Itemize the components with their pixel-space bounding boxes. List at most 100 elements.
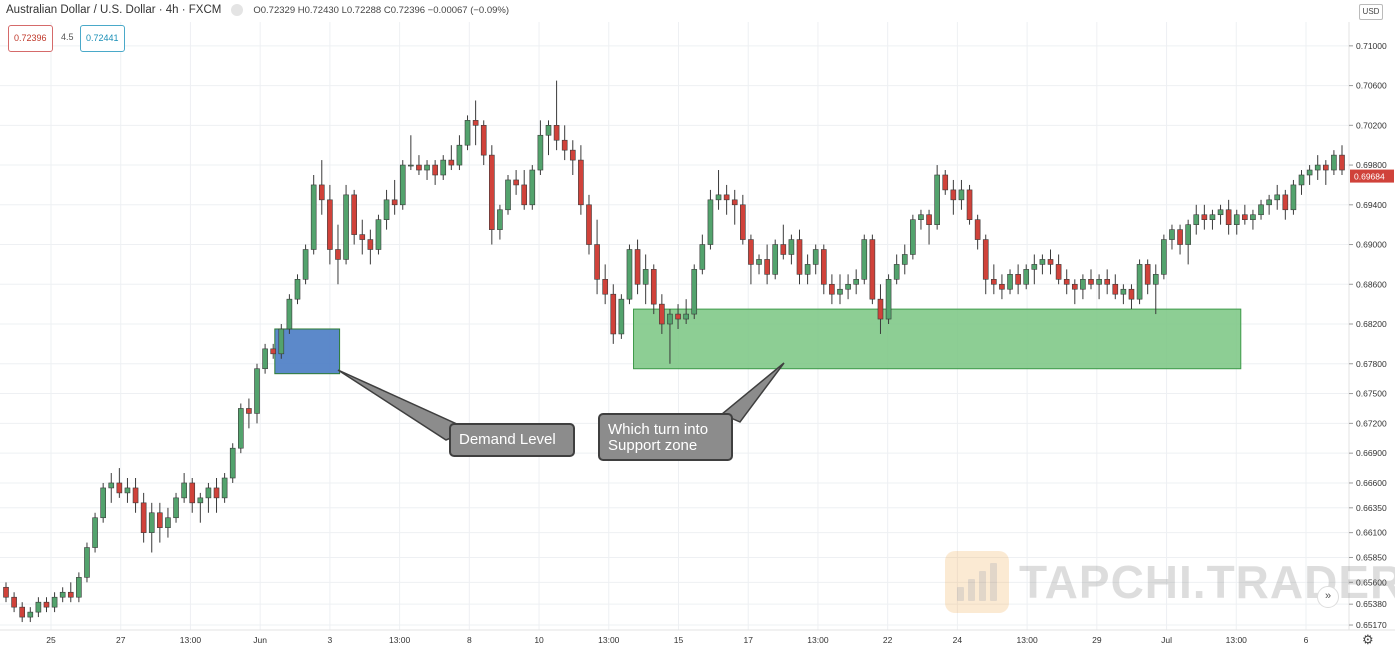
support-zone-callout[interactable]: Which turn into Support zone — [598, 413, 733, 461]
visibility-toggle-icon[interactable] — [231, 4, 244, 16]
price-axis-panel[interactable] — [1349, 22, 1395, 630]
settings-gear-icon[interactable]: ⚙ — [1362, 632, 1374, 647]
candle-up — [1080, 279, 1086, 290]
candle-down — [432, 164, 438, 176]
time-tick-label: 8 — [467, 635, 472, 645]
candle-up — [667, 313, 673, 325]
candle-down — [67, 591, 74, 598]
price-tick-label: 0.67500 — [1356, 389, 1387, 399]
candle-up — [497, 209, 503, 230]
price-tick-label: 0.65850 — [1356, 552, 1387, 562]
candle-down — [43, 601, 50, 608]
candle-up — [545, 125, 552, 136]
candle-up — [343, 194, 349, 260]
candle-up — [1096, 279, 1102, 285]
candle-up — [100, 487, 106, 519]
candle-down — [1225, 209, 1232, 225]
candle-down — [351, 194, 357, 235]
candle-up — [173, 497, 179, 519]
candle-down — [213, 487, 220, 499]
candle-up — [1306, 169, 1313, 176]
candle-up — [238, 408, 244, 449]
candle-up — [529, 169, 536, 206]
candle-down — [489, 154, 495, 230]
candle-up — [804, 264, 811, 275]
candle-up — [618, 298, 625, 335]
candle-up — [853, 279, 859, 285]
candle-down — [1112, 283, 1119, 295]
candle-up — [1023, 269, 1030, 285]
candle-down — [1282, 194, 1289, 211]
candle-up — [1161, 239, 1167, 275]
candle-up — [51, 596, 58, 608]
candle-down — [578, 159, 584, 206]
last-price-marker: 0.69684 — [1350, 169, 1394, 183]
candle-down — [327, 199, 333, 250]
candle-up — [424, 164, 430, 171]
candle-down — [553, 125, 560, 141]
price-tick-label: 0.69400 — [1356, 200, 1387, 210]
candle-down — [796, 239, 803, 275]
candle-up — [1250, 214, 1256, 220]
candle-up — [812, 249, 819, 265]
candle-down — [991, 279, 997, 285]
candle-up — [294, 279, 301, 300]
candle-up — [910, 219, 916, 255]
candle-down — [1055, 264, 1062, 280]
candle-up — [456, 144, 463, 166]
price-tick-label: 0.69800 — [1356, 160, 1387, 170]
time-tick-label: 17 — [743, 635, 753, 645]
candle-up — [1039, 259, 1046, 265]
candle-up — [310, 184, 317, 250]
symbol-title[interactable]: Australian Dollar / U.S. Dollar · 4h · F… — [6, 4, 222, 17]
candle-down — [877, 298, 884, 320]
price-tick-label: 0.71000 — [1356, 41, 1387, 51]
candle-down — [1104, 279, 1110, 285]
demand-level-callout[interactable]: Demand Level — [449, 423, 575, 457]
candle-up — [683, 313, 689, 320]
buy-price-button[interactable]: 0.72441 — [80, 25, 125, 52]
candle-down — [723, 194, 730, 201]
candle-down — [270, 348, 277, 355]
time-tick-label: 29 — [1092, 635, 1102, 645]
time-tick-label: 3 — [328, 635, 333, 645]
price-tick-label: 0.66350 — [1356, 503, 1387, 513]
watermark: TAPCHI.TRADER — [945, 549, 1395, 617]
symbol-header: Australian Dollar / U.S. Dollar · 4h · F… — [6, 4, 509, 16]
currency-label[interactable]: USD — [1359, 4, 1383, 20]
sell-price-button[interactable]: 0.72396 — [8, 25, 53, 52]
candle-up — [1209, 214, 1216, 220]
candle-down — [246, 408, 252, 414]
watermark-text: TAPCHI.TRADER — [1019, 556, 1395, 608]
candle-down — [820, 249, 827, 285]
candle-up — [408, 164, 414, 167]
time-tick-label: 15 — [674, 635, 684, 645]
candle-up — [505, 179, 511, 211]
candle-up — [1290, 184, 1297, 211]
time-axis-panel[interactable] — [0, 630, 1349, 651]
price-tick-label: 0.67200 — [1356, 418, 1387, 428]
candle-down — [780, 244, 787, 255]
candle-down — [999, 283, 1005, 290]
candle-up — [92, 517, 98, 548]
candle-down — [1015, 274, 1021, 285]
grid-lines — [0, 22, 1349, 630]
candle-down — [189, 482, 196, 504]
scroll-to-realtime-button[interactable]: » — [1317, 586, 1339, 608]
candle-up — [837, 288, 843, 295]
candle-down — [318, 184, 325, 201]
candle-down — [335, 249, 341, 260]
candle-up — [1233, 214, 1240, 225]
candle-up — [124, 487, 131, 494]
candle-down — [521, 184, 528, 206]
price-tick-label: 0.69000 — [1356, 240, 1387, 250]
time-tick-label: 13:00 — [807, 635, 829, 645]
candle-up — [1007, 274, 1013, 290]
price-tick-label: 0.66900 — [1356, 448, 1387, 458]
candle-up — [399, 164, 406, 206]
candle-down — [748, 239, 754, 265]
candle-down — [367, 239, 374, 250]
candle-up — [1217, 209, 1224, 216]
time-tick-label: 13:00 — [180, 635, 202, 645]
